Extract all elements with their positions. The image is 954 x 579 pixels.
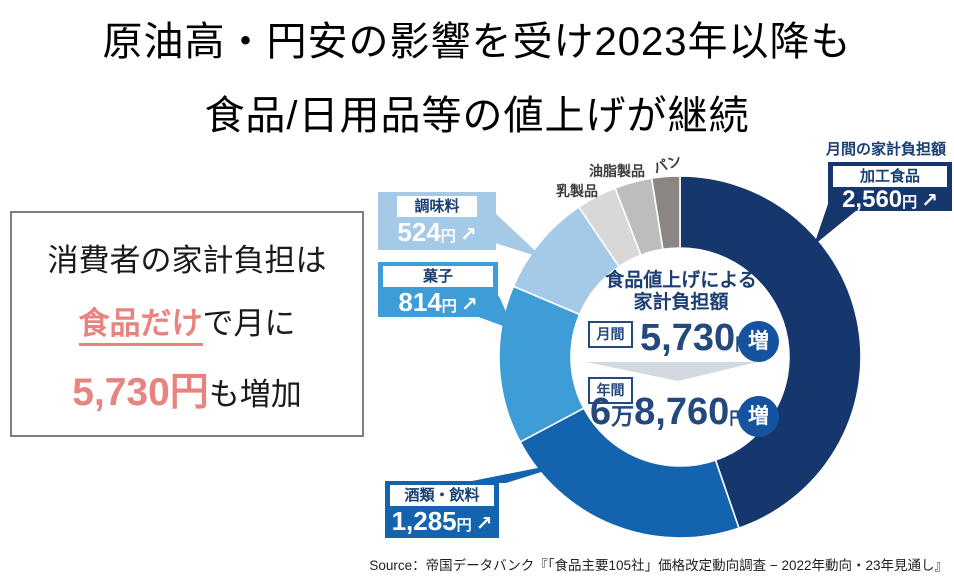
increase-badge-yearly: 増: [738, 396, 779, 437]
monthly-amount-number: 5,730: [640, 317, 736, 359]
up-arrow-icon: ↗: [475, 513, 493, 535]
donut-center-title-line1: 食品値上げによる: [605, 270, 757, 291]
increase-badge-monthly: 増: [738, 321, 779, 362]
highlight-line1: 消費者の家計負担は: [47, 243, 327, 278]
highlight-line2: 食品だけで月に: [16, 298, 358, 346]
donut-segment-processed-food: [679, 175, 862, 530]
callout-tail-seasoning: [495, 213, 543, 258]
highlight-line2-rest: で月に: [202, 306, 296, 341]
up-arrow-icon: ↗: [460, 294, 478, 316]
highlight-line2-emphasis: 食品だけ: [78, 306, 203, 346]
page-title: 原油高・円安の影響を受け2023年以降も 食品/日用品等の値上げが継続: [0, 5, 954, 153]
highlight-line3-amount: 5,730円: [72, 371, 209, 414]
callout-alcohol: 酒類・飲料 1,285円 ↗: [385, 481, 499, 538]
callout-processed-label: 加工食品: [833, 166, 947, 187]
yearly-amount: 6万8,760円: [590, 391, 746, 434]
page-title-line2: 食品/日用品等の値上げが継続: [204, 94, 750, 138]
center-divider-arrow: [586, 362, 757, 381]
callout-header: 月間の家計負担額: [825, 141, 946, 158]
monthly-label-box: 月間: [588, 321, 633, 348]
callout-sweets-label: 菓子: [383, 266, 493, 287]
callout-tail-alcohol: [462, 459, 583, 483]
monthly-amount: 5,730円: [640, 317, 752, 360]
donut-segment-bread: [650, 175, 681, 251]
donut-center-title-line2: 家計負担額: [633, 292, 729, 313]
callout-alcohol-label: 酒類・飲料: [390, 485, 494, 506]
callout-alcohol-amount: 1,285: [391, 506, 457, 536]
callout-sweets-value: 814円 ↗: [383, 288, 493, 321]
up-arrow-icon: ↗: [459, 224, 477, 246]
page-title-line1: 原油高・円安の影響を受け2023年以降も: [102, 20, 852, 64]
callout-alcohol-unit: 円: [456, 517, 472, 534]
yearly-amount-number2: 8,760: [634, 391, 730, 433]
callout-seasoning: 調味料 524円 ↗: [378, 192, 496, 250]
donut-center-title: 食品値上げによる 家計負担額: [583, 270, 779, 314]
callout-sweets-unit: 円: [441, 298, 457, 315]
callout-seasoning-unit: 円: [440, 228, 456, 245]
callout-processed-food: 加工食品 2,560円 ↗: [828, 162, 952, 212]
callout-seasoning-amount: 524: [397, 217, 441, 247]
yearly-label-box: 年間: [588, 377, 633, 404]
callout-sweets-amount: 814: [398, 287, 442, 317]
highlight-line3-rest: も増加: [208, 377, 302, 412]
source-citation: Source：帝国データバンク『「食品主要105社」価格改定動向調査 − 202…: [369, 558, 948, 573]
callout-tail-processed: [814, 201, 857, 245]
callout-seasoning-label: 調味料: [397, 196, 477, 217]
callout-alcohol-value: 1,285円 ↗: [390, 507, 494, 540]
callout-processed-unit: 円: [902, 194, 918, 211]
up-arrow-icon: ↗: [921, 190, 938, 212]
segment-label-dairy: 乳製品: [556, 183, 598, 199]
yearly-amount-number1: 6: [590, 391, 612, 433]
segment-label-oils: 油脂製品: [589, 163, 645, 179]
yearly-amount-man: 万: [611, 403, 635, 429]
highlight-box: 消費者の家計負担は 食品だけで月に 5,730円も増加: [10, 211, 364, 437]
callout-processed-amount: 2,560: [842, 186, 903, 213]
highlight-line3: 5,730円も増加: [16, 361, 358, 417]
callout-processed-value: 2,560円 ↗: [833, 188, 947, 215]
donut-segment-alcohol-beverages: [519, 407, 740, 539]
callout-sweets: 菓子 814円 ↗: [378, 262, 498, 317]
donut-segments: [498, 175, 862, 539]
callout-seasoning-value: 524円 ↗: [383, 218, 491, 251]
